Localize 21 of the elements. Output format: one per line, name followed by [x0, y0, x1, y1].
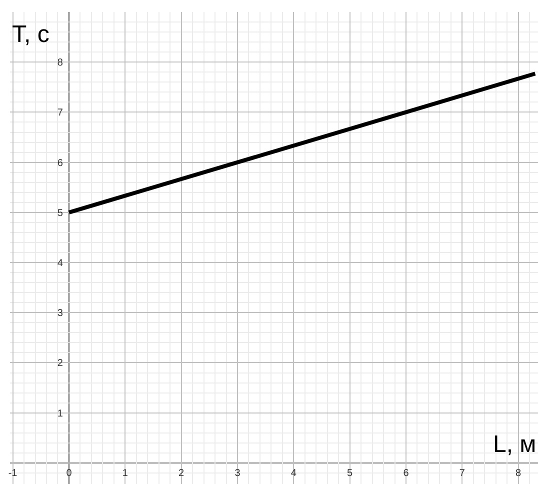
- x-tick-label: 8: [516, 468, 522, 479]
- x-tick-label: 6: [403, 468, 410, 479]
- y-tick-label: 6: [57, 158, 64, 169]
- y-tick-label: 7: [57, 108, 64, 119]
- x-tick-label: -1: [8, 468, 18, 479]
- x-tick-label: 5: [347, 468, 354, 479]
- y-axis-title: T, с: [12, 21, 50, 48]
- line-series: [66, 72, 538, 214]
- x-tick-label: 3: [234, 468, 241, 479]
- x-tick-label: 1: [122, 468, 128, 479]
- y-tick-label: 1: [57, 408, 64, 420]
- x-tick-label: 4: [290, 468, 297, 479]
- x-axis-title: L, м: [493, 431, 536, 458]
- y-tick-label: 3: [57, 308, 64, 320]
- y-tick-label: 5: [57, 208, 64, 219]
- y-tick-label: 2: [57, 358, 64, 370]
- y-tick-label: 8: [57, 58, 64, 69]
- x-tick-label: 2: [178, 468, 185, 479]
- x-tick-label: 0: [66, 468, 72, 479]
- y-tick-label: 4: [57, 258, 64, 270]
- x-tick-label: 7: [459, 468, 466, 479]
